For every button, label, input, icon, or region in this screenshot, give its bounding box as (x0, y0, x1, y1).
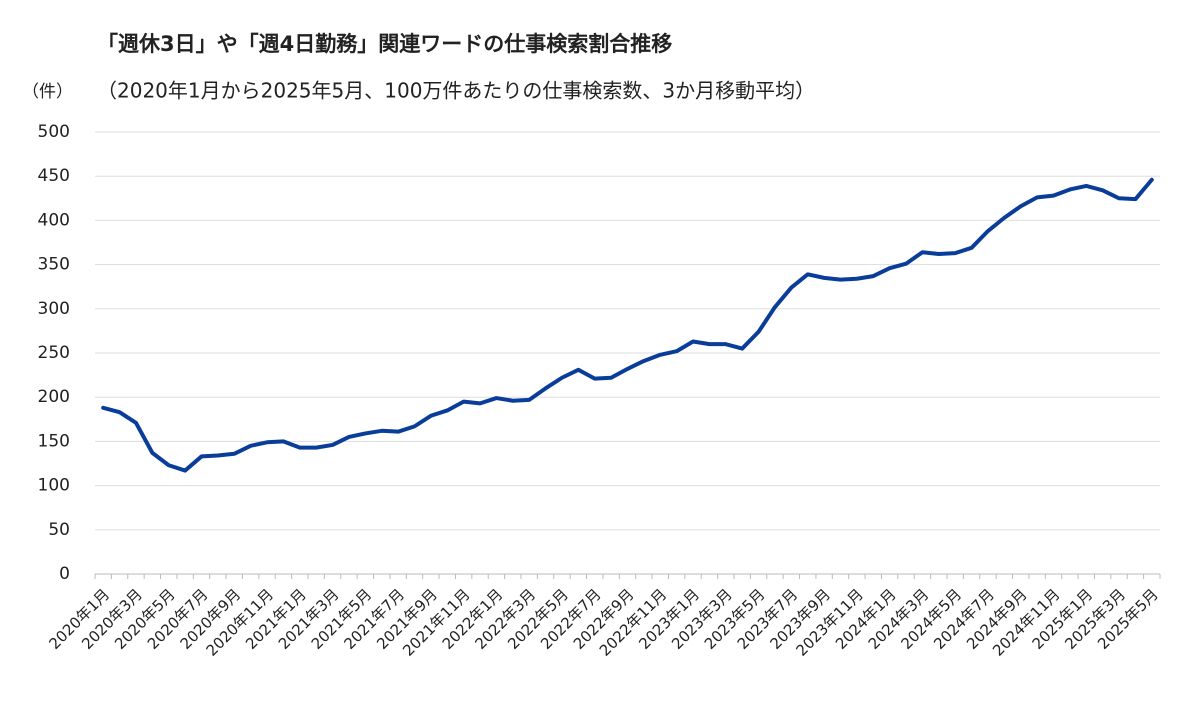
y-tick-label: 0 (59, 564, 70, 584)
y-tick-label: 300 (38, 299, 70, 319)
y-tick-label: 250 (38, 343, 70, 363)
y-tick-label: 350 (38, 255, 70, 275)
y-tick-label: 150 (38, 431, 70, 451)
y-tick-label: 100 (38, 476, 70, 496)
y-tick-label: 450 (38, 166, 70, 186)
y-axis-label: （件） (22, 82, 73, 102)
y-tick-label: 400 (38, 210, 70, 230)
chart-subtitle: （2020年1月から2025年5月、100万件あたりの仕事検索数、3か月移動平均… (97, 79, 815, 103)
chart-title: 「週休3日」や「週4日勤務」関連ワードの仕事検索割合推移 (97, 32, 672, 56)
y-tick-label: 200 (38, 387, 70, 407)
data-line (101, 177, 1154, 473)
y-tick-label: 500 (38, 122, 70, 142)
y-tick-label: 50 (48, 520, 70, 540)
